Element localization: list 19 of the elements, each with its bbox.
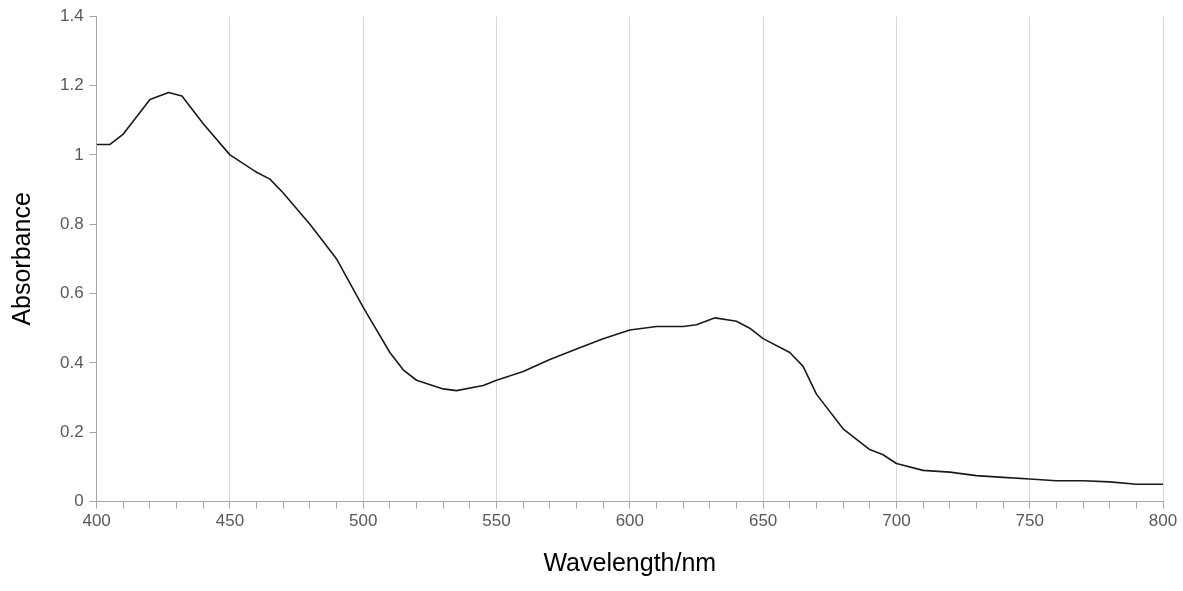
y-tick-label: 0.2 (59, 421, 84, 441)
x-tick-label: 400 (82, 511, 111, 531)
x-tick-label: 550 (482, 511, 511, 531)
y-tick-label: 1 (74, 144, 84, 164)
y-axis-title: Absorbance (6, 192, 35, 326)
y-tick-label: 1.4 (59, 5, 84, 25)
x-axis-title: Wavelength/nm (543, 547, 717, 576)
y-tick-label: 0.4 (59, 352, 84, 372)
x-tick-label: 650 (748, 511, 778, 531)
x-tick-label: 800 (1148, 511, 1178, 531)
x-tick-label: 450 (215, 511, 245, 531)
x-tick-label: 500 (349, 511, 378, 531)
y-tick-label: 1.2 (59, 75, 84, 95)
x-tick-label: 600 (615, 511, 644, 531)
y-tick-label: 0.6 (59, 283, 84, 303)
x-tick-label: 700 (882, 511, 911, 531)
y-tick-label: 0.8 (59, 213, 84, 233)
y-tick-label: 0 (74, 491, 84, 511)
x-tick-label: 750 (1015, 511, 1044, 531)
